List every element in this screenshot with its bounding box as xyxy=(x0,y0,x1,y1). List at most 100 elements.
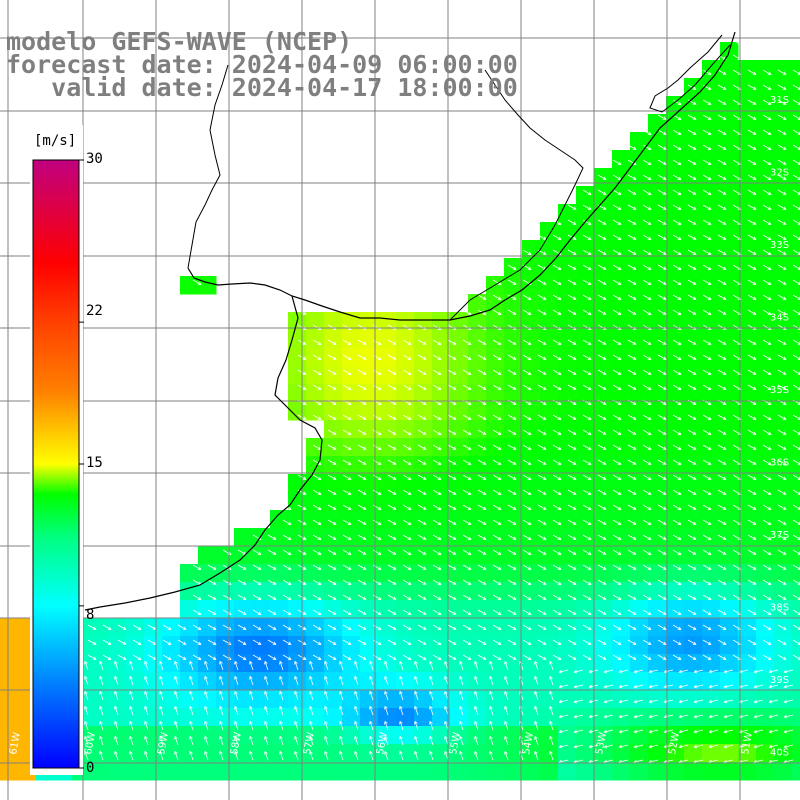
field-cell xyxy=(252,582,271,601)
field-cell xyxy=(738,564,757,583)
wind-arrow xyxy=(747,324,757,330)
wind-arrow-head xyxy=(617,221,622,225)
wind-arrow-head xyxy=(392,341,397,345)
field-cell xyxy=(756,402,775,421)
field-cell xyxy=(414,492,433,511)
field-cell xyxy=(234,726,253,745)
wind-arrow xyxy=(237,294,247,300)
wind-arrow-head xyxy=(782,311,787,315)
field-cell xyxy=(738,744,757,763)
field-cell xyxy=(612,258,631,277)
field-cell xyxy=(666,690,685,709)
field-cell xyxy=(684,312,703,331)
wind-arrow-head xyxy=(692,221,697,225)
wind-arrow xyxy=(777,54,787,60)
wind-arrow-head xyxy=(557,236,562,240)
field-cell xyxy=(684,294,703,313)
wind-arrow-head xyxy=(782,41,787,45)
wind-arrow xyxy=(642,429,652,435)
wind-arrow xyxy=(657,234,667,240)
wind-arrow-head xyxy=(767,386,772,390)
field-cell xyxy=(504,330,523,349)
wind-arrow xyxy=(342,429,352,435)
wind-arrow-head xyxy=(632,311,637,315)
field-cell xyxy=(666,492,685,511)
wind-arrow xyxy=(507,444,517,450)
field-cell xyxy=(90,708,109,727)
field-cell xyxy=(558,438,577,457)
wind-arrow-head xyxy=(692,356,697,360)
wind-arrow-head xyxy=(617,281,622,285)
wind-arrow xyxy=(342,354,352,360)
wind-arrow-head xyxy=(347,371,352,375)
field-cell xyxy=(198,708,217,727)
field-cell xyxy=(612,294,631,313)
wind-arrow xyxy=(642,309,652,315)
field-cell xyxy=(648,330,667,349)
wind-arrow-head xyxy=(482,311,487,315)
field-cell xyxy=(108,708,127,727)
field-cell xyxy=(702,564,721,583)
wind-arrow-head xyxy=(677,311,682,315)
wind-arrow xyxy=(357,429,367,435)
wind-arrow xyxy=(687,369,697,375)
wind-arrow-head xyxy=(722,401,727,405)
field-cell xyxy=(198,726,217,745)
field-cell xyxy=(396,366,415,385)
field-cell xyxy=(198,762,217,781)
field-cell xyxy=(198,618,217,637)
wind-arrow xyxy=(672,369,682,375)
wind-arrow xyxy=(702,324,712,330)
field-cell xyxy=(126,618,145,637)
wind-arrow xyxy=(627,234,637,240)
field-cell xyxy=(504,600,523,619)
wind-arrow xyxy=(642,159,652,165)
field-cell xyxy=(504,402,523,421)
wind-arrow xyxy=(612,234,622,240)
wind-arrow xyxy=(777,159,787,165)
field-cell xyxy=(324,600,343,619)
field-cell xyxy=(504,258,523,277)
field-cell xyxy=(468,330,487,349)
wind-arrow xyxy=(717,429,727,435)
field-cell xyxy=(360,618,379,637)
wind-arrow-head xyxy=(617,341,622,345)
field-cell xyxy=(576,582,595,601)
wind-arrow-head xyxy=(707,206,712,210)
field-cell xyxy=(306,348,325,367)
wind-arrow xyxy=(612,384,622,390)
wind-arrow xyxy=(357,384,367,390)
field-cell xyxy=(558,636,577,655)
field-cell xyxy=(666,636,685,655)
wind-arrow-head xyxy=(572,206,577,210)
field-cell xyxy=(414,330,433,349)
wind-arrow-head xyxy=(347,356,352,360)
field-cell xyxy=(792,204,800,223)
wind-arrow-head xyxy=(767,191,772,195)
field-cell xyxy=(450,672,469,691)
field-cell xyxy=(774,564,793,583)
field-cell xyxy=(702,294,721,313)
wind-arrow-head xyxy=(767,221,772,225)
field-cell xyxy=(576,744,595,763)
field-cell xyxy=(702,384,721,403)
wind-arrow xyxy=(702,84,712,90)
field-cell xyxy=(504,564,523,583)
wind-arrow xyxy=(417,369,427,375)
field-cell xyxy=(702,96,721,115)
wind-arrow-head xyxy=(467,371,472,375)
field-cell xyxy=(396,744,415,763)
field-cell xyxy=(486,636,505,655)
wind-arrow-head xyxy=(782,371,787,375)
wind-arrow-head xyxy=(692,386,697,390)
field-cell xyxy=(414,600,433,619)
wind-arrow xyxy=(402,444,412,450)
field-cell xyxy=(234,528,253,547)
wind-arrow-head xyxy=(362,356,367,360)
field-cell xyxy=(792,240,800,259)
wind-arrow-head xyxy=(512,431,517,435)
field-cell xyxy=(792,744,800,763)
wind-arrow-head xyxy=(707,86,712,90)
field-cell xyxy=(504,294,523,313)
wind-arrow xyxy=(552,324,562,330)
